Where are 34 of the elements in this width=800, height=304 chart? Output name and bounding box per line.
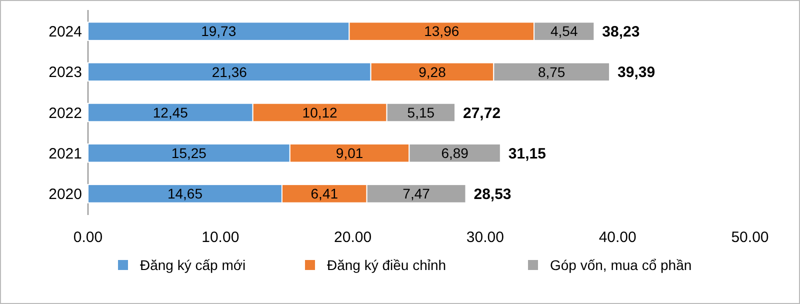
total-label: 31,15 <box>508 145 546 162</box>
data-label: 21,36 <box>212 64 248 80</box>
y-tick-label: 2023 <box>48 64 82 82</box>
y-tick-label: 2022 <box>48 104 82 122</box>
data-label: 19,73 <box>201 23 236 40</box>
data-label: 5,15 <box>407 104 435 120</box>
x-tick-label: 50.00 <box>731 229 769 246</box>
legend-label: Góp vốn, mua cổ phần <box>550 256 692 273</box>
data-label: 8,75 <box>538 64 566 80</box>
total-label: 27,72 <box>463 104 501 122</box>
data-label: 6,41 <box>310 186 338 202</box>
data-label: 9,01 <box>336 144 364 161</box>
data-label: 12,45 <box>152 104 188 120</box>
y-tick-label: 2024 <box>48 24 82 41</box>
x-tick-label: 30.00 <box>466 229 504 246</box>
total-label: 39,39 <box>618 64 656 82</box>
data-label: 9,28 <box>418 64 446 80</box>
x-tick-label: 0.00 <box>73 229 103 246</box>
data-label: 14,65 <box>167 186 203 202</box>
y-tick-label: 2021 <box>48 145 82 162</box>
x-tick-label: 10.00 <box>202 229 240 246</box>
x-tick-label: 40.00 <box>598 229 636 246</box>
x-tick-label: 20.00 <box>334 229 372 246</box>
data-label: 6,89 <box>441 144 469 161</box>
total-label: 38,23 <box>602 24 640 41</box>
data-label: 7,47 <box>402 186 430 202</box>
total-label: 28,53 <box>474 186 512 203</box>
legend-label: Đăng ký điều chỉnh <box>327 256 446 273</box>
data-label: 10,12 <box>302 104 338 120</box>
data-label: 15,25 <box>171 144 207 161</box>
data-label: 13,96 <box>424 23 460 40</box>
y-tick-label: 2020 <box>48 186 82 203</box>
data-label: 4,54 <box>550 23 578 40</box>
legend-label: Đăng ký cấp mới <box>140 256 246 273</box>
